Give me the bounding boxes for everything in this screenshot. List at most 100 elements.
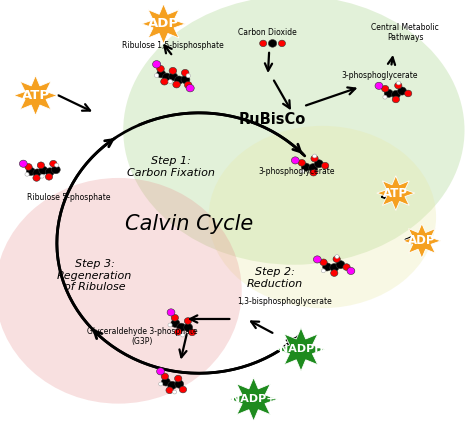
Circle shape <box>169 72 178 81</box>
Circle shape <box>174 329 182 335</box>
Circle shape <box>392 90 401 99</box>
Circle shape <box>182 69 189 76</box>
Circle shape <box>321 162 329 169</box>
Polygon shape <box>230 378 277 421</box>
Circle shape <box>298 159 305 166</box>
Circle shape <box>330 270 338 276</box>
Circle shape <box>314 160 323 168</box>
Circle shape <box>40 174 44 178</box>
Circle shape <box>168 381 176 389</box>
Circle shape <box>186 74 191 78</box>
Polygon shape <box>377 176 415 210</box>
Circle shape <box>25 164 32 170</box>
Circle shape <box>343 264 350 270</box>
Text: Step 1:
Carbon Fixation: Step 1: Carbon Fixation <box>127 156 215 178</box>
Circle shape <box>27 168 35 175</box>
Circle shape <box>186 85 194 92</box>
Circle shape <box>167 309 175 316</box>
Circle shape <box>375 82 383 89</box>
Circle shape <box>157 66 164 72</box>
Circle shape <box>171 319 180 327</box>
Circle shape <box>50 161 57 167</box>
Circle shape <box>161 373 168 380</box>
Text: ADP: ADP <box>148 17 179 30</box>
Circle shape <box>55 163 59 167</box>
Circle shape <box>336 260 345 269</box>
Circle shape <box>382 85 389 92</box>
Circle shape <box>395 82 402 89</box>
Circle shape <box>39 166 48 174</box>
Circle shape <box>313 256 321 263</box>
Text: NADP+: NADP+ <box>231 394 276 404</box>
Circle shape <box>173 390 177 394</box>
Circle shape <box>335 255 339 259</box>
Circle shape <box>157 70 165 78</box>
Circle shape <box>301 163 310 171</box>
Circle shape <box>301 169 304 173</box>
Circle shape <box>398 87 407 95</box>
Circle shape <box>173 81 180 88</box>
Circle shape <box>184 318 191 324</box>
Circle shape <box>312 154 317 158</box>
Circle shape <box>184 82 192 89</box>
Circle shape <box>51 166 60 174</box>
Text: Glyceraldehyde 3-phosphate
(G3P): Glyceraldehyde 3-phosphate (G3P) <box>87 327 198 346</box>
Text: Step 3:
Regeneration
of Ribulose: Step 3: Regeneration of Ribulose <box>57 259 132 292</box>
Circle shape <box>311 155 318 162</box>
Circle shape <box>404 90 412 97</box>
Circle shape <box>153 61 161 68</box>
Text: ATP: ATP <box>21 89 50 102</box>
Text: Calvin Cycle: Calvin Cycle <box>126 214 254 233</box>
Circle shape <box>320 259 327 266</box>
Polygon shape <box>14 76 57 115</box>
Circle shape <box>268 39 277 47</box>
Text: Carbon Dioxide: Carbon Dioxide <box>238 28 297 37</box>
Circle shape <box>33 169 42 177</box>
Polygon shape <box>277 328 325 371</box>
Circle shape <box>189 329 196 336</box>
Polygon shape <box>403 224 441 258</box>
Circle shape <box>397 81 401 85</box>
Circle shape <box>169 67 177 74</box>
Circle shape <box>159 382 163 386</box>
Circle shape <box>177 323 186 331</box>
Circle shape <box>46 174 53 180</box>
Circle shape <box>155 73 159 78</box>
Circle shape <box>174 76 183 84</box>
Text: 1,3-bisphosphoglycerate: 1,3-bisphosphoglycerate <box>237 297 332 306</box>
Circle shape <box>292 157 299 164</box>
Circle shape <box>384 89 393 97</box>
Circle shape <box>181 333 185 337</box>
Circle shape <box>19 160 27 167</box>
Text: 3-phosphoglycerate: 3-phosphoglycerate <box>258 167 335 176</box>
Polygon shape <box>142 4 185 44</box>
Circle shape <box>347 267 355 275</box>
Text: Ribulose 5-phosphate: Ribulose 5-phosphate <box>27 193 110 202</box>
Circle shape <box>310 169 317 176</box>
Circle shape <box>25 172 29 176</box>
Circle shape <box>260 40 267 46</box>
Circle shape <box>321 269 326 273</box>
Text: ADP: ADP <box>408 234 436 247</box>
Circle shape <box>175 380 184 388</box>
Circle shape <box>163 73 171 81</box>
Circle shape <box>181 76 190 84</box>
Circle shape <box>333 256 340 263</box>
Circle shape <box>330 263 339 272</box>
Circle shape <box>168 323 172 327</box>
Text: ATP: ATP <box>383 187 408 200</box>
Circle shape <box>156 368 164 375</box>
Ellipse shape <box>0 178 242 404</box>
Circle shape <box>37 162 45 169</box>
Circle shape <box>162 378 170 386</box>
Text: NADPH: NADPH <box>279 344 323 355</box>
Text: 3-phosphoglycerate: 3-phosphoglycerate <box>341 72 418 80</box>
Text: RuBisCo: RuBisCo <box>239 112 306 127</box>
Circle shape <box>46 168 54 176</box>
Text: Central Metabolic
Pathways: Central Metabolic Pathways <box>372 23 439 42</box>
Circle shape <box>161 78 168 85</box>
Circle shape <box>171 314 179 321</box>
Circle shape <box>168 79 173 84</box>
Ellipse shape <box>209 126 436 308</box>
Circle shape <box>278 40 285 46</box>
